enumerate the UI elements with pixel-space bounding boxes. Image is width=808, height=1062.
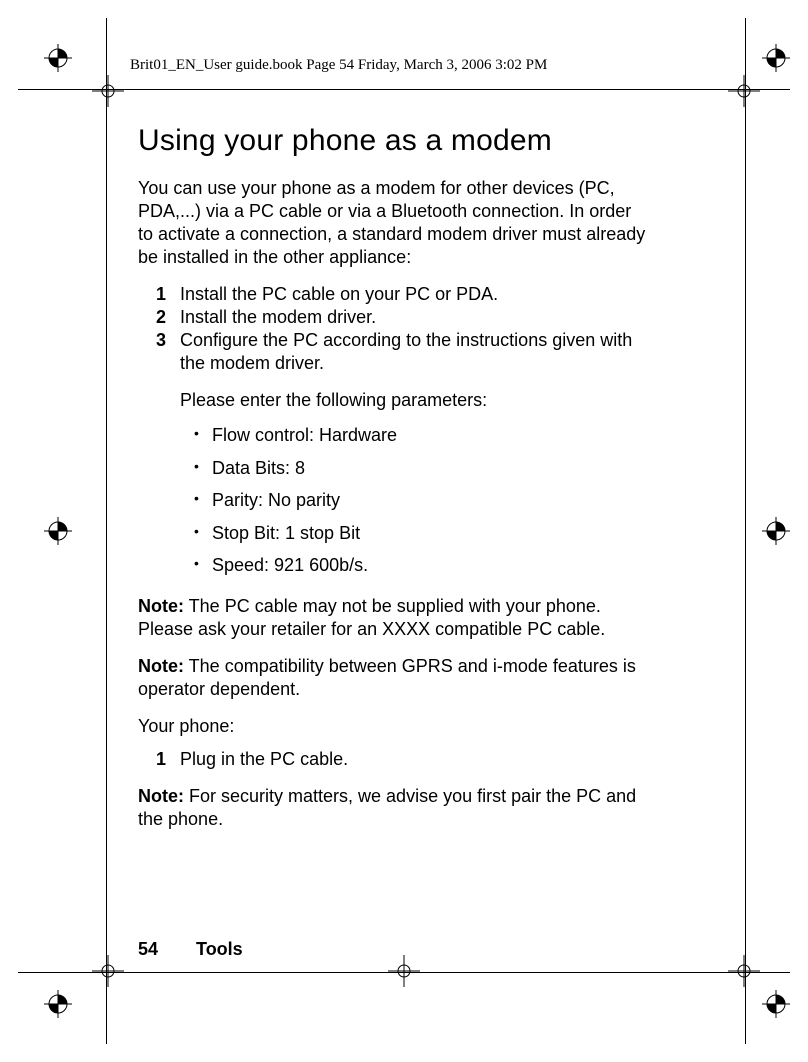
note-paragraph: Note: The compatibility between GPRS and… xyxy=(138,655,648,701)
crop-cross-icon xyxy=(92,955,124,987)
step-item: 1Plug in the PC cable. xyxy=(180,748,648,771)
param-item: Flow control: Hardware xyxy=(212,424,648,447)
note-label: Note: xyxy=(138,596,184,616)
note-paragraph: Note: The PC cable may not be supplied w… xyxy=(138,595,648,641)
intro-paragraph: You can use your phone as a modem for ot… xyxy=(138,177,648,269)
param-item: Speed: 921 600b/s. xyxy=(212,554,648,577)
param-item: Stop Bit: 1 stop Bit xyxy=(212,522,648,545)
crop-cross-icon xyxy=(388,955,420,987)
registration-mark-icon xyxy=(44,517,72,545)
note-label: Note: xyxy=(138,656,184,676)
page-content: Using your phone as a modem You can use … xyxy=(138,124,648,845)
step-text: Install the PC cable on your PC or PDA. xyxy=(180,284,498,304)
registration-mark-icon xyxy=(44,990,72,1018)
step-item: 1Install the PC cable on your PC or PDA. xyxy=(180,283,648,306)
note-text: The compatibility between GPRS and i-mod… xyxy=(138,656,636,699)
running-head: Brit01_EN_User guide.book Page 54 Friday… xyxy=(130,57,547,74)
registration-mark-icon xyxy=(762,517,790,545)
step-text: Configure the PC according to the instru… xyxy=(180,330,632,373)
page-footer: 54 Tools xyxy=(138,939,243,960)
step-item: 2Install the modem driver. xyxy=(180,306,648,329)
registration-mark-icon xyxy=(44,44,72,72)
step-item: 3Configure the PC according to the instr… xyxy=(180,329,648,375)
your-phone-lead: Your phone: xyxy=(138,715,648,738)
crop-line-top xyxy=(18,89,790,90)
parameters-lead: Please enter the following parameters: xyxy=(180,389,648,412)
numbered-steps: 1Install the PC cable on your PC or PDA.… xyxy=(138,283,648,375)
note-text: For security matters, we advise you firs… xyxy=(138,786,636,829)
registration-mark-icon xyxy=(762,990,790,1018)
crop-line-right xyxy=(745,18,746,1044)
param-item: Data Bits: 8 xyxy=(212,457,648,480)
crop-cross-icon xyxy=(728,75,760,107)
crop-cross-icon xyxy=(728,955,760,987)
note-paragraph: Note: For security matters, we advise yo… xyxy=(138,785,648,831)
param-item: Parity: No parity xyxy=(212,489,648,512)
registration-mark-icon xyxy=(762,44,790,72)
crop-line-left xyxy=(106,18,107,1044)
document-page: Brit01_EN_User guide.book Page 54 Friday… xyxy=(0,0,808,1062)
section-name: Tools xyxy=(196,939,243,960)
numbered-steps-2: 1Plug in the PC cable. xyxy=(138,748,648,771)
step-text: Plug in the PC cable. xyxy=(180,749,348,769)
step-text: Install the modem driver. xyxy=(180,307,376,327)
page-number: 54 xyxy=(138,939,158,960)
note-label: Note: xyxy=(138,786,184,806)
note-text: The PC cable may not be supplied with yo… xyxy=(138,596,605,639)
page-title: Using your phone as a modem xyxy=(138,124,648,159)
crop-cross-icon xyxy=(92,75,124,107)
parameters-list: Flow control: Hardware Data Bits: 8 Pari… xyxy=(138,424,648,577)
